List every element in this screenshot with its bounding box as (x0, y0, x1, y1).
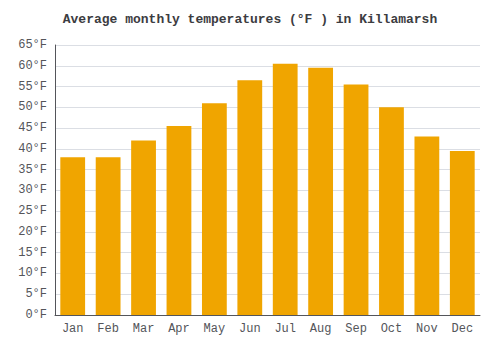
svg-text:20°F: 20°F (18, 225, 47, 239)
svg-text:Apr: Apr (168, 322, 190, 336)
svg-text:May: May (204, 322, 226, 336)
svg-text:10°F: 10°F (18, 266, 47, 280)
svg-text:Jul: Jul (274, 322, 296, 336)
svg-text:Jun: Jun (239, 322, 261, 336)
svg-text:60°F: 60°F (18, 59, 47, 73)
svg-text:Average monthly temperatures (: Average monthly temperatures (°F ) in Ki… (63, 12, 438, 27)
svg-text:35°F: 35°F (18, 163, 47, 177)
svg-text:Feb: Feb (97, 322, 119, 336)
svg-text:65°F: 65°F (18, 38, 47, 52)
svg-text:Dec: Dec (451, 322, 473, 336)
svg-text:Mar: Mar (133, 322, 155, 336)
svg-text:50°F: 50°F (18, 100, 47, 114)
svg-text:Nov: Nov (416, 322, 438, 336)
svg-text:55°F: 55°F (18, 80, 47, 94)
svg-text:0°F: 0°F (25, 308, 47, 322)
svg-text:5°F: 5°F (25, 287, 47, 301)
svg-text:Jan: Jan (62, 322, 84, 336)
svg-text:Sep: Sep (345, 322, 367, 336)
svg-text:Oct: Oct (381, 322, 403, 336)
svg-text:30°F: 30°F (18, 183, 47, 197)
svg-text:40°F: 40°F (18, 142, 47, 156)
svg-text:25°F: 25°F (18, 204, 47, 218)
svg-text:45°F: 45°F (18, 121, 47, 135)
svg-text:15°F: 15°F (18, 246, 47, 260)
svg-text:Aug: Aug (310, 322, 332, 336)
